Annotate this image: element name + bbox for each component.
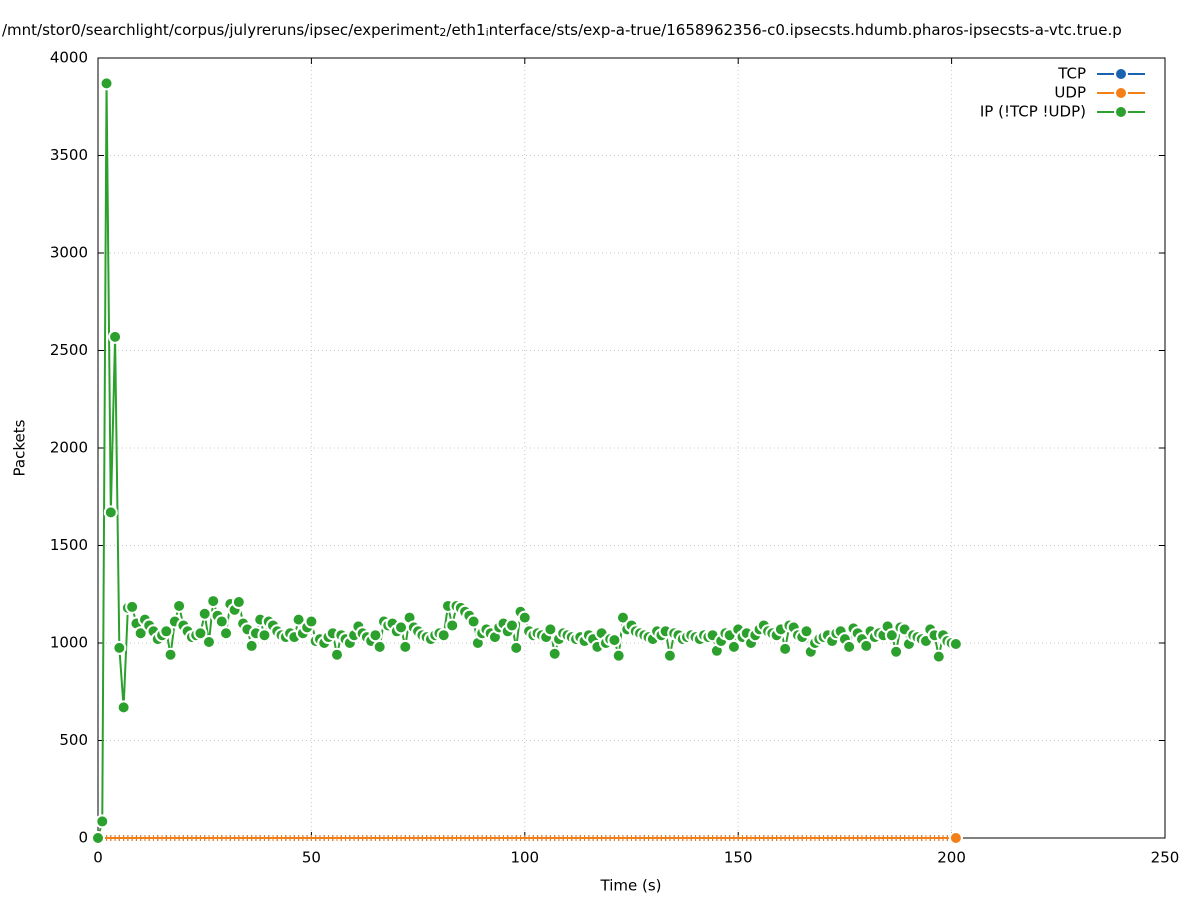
data-point bbox=[257, 628, 272, 643]
data-point bbox=[304, 614, 319, 629]
data-point bbox=[108, 329, 123, 344]
data-point bbox=[91, 831, 105, 845]
data-point bbox=[172, 598, 187, 613]
y-tick-label: 4000 bbox=[50, 49, 88, 67]
y-axis-label: Packets bbox=[11, 419, 29, 476]
data-point bbox=[859, 638, 874, 653]
y-tick-label: 2000 bbox=[50, 439, 88, 457]
y-tick-label: 3000 bbox=[50, 244, 88, 262]
data-point bbox=[726, 639, 741, 654]
data-point bbox=[159, 624, 174, 639]
legend-marker bbox=[1114, 86, 1128, 100]
data-point bbox=[99, 76, 114, 91]
x-tick-label: 0 bbox=[93, 849, 103, 867]
data-point bbox=[931, 649, 946, 664]
data-point bbox=[543, 622, 558, 637]
y-tick-label: 3500 bbox=[50, 146, 88, 164]
title-subscript: i bbox=[486, 26, 489, 39]
data-point bbox=[778, 641, 793, 656]
data-point bbox=[466, 614, 481, 629]
data-point bbox=[116, 700, 131, 715]
data-point bbox=[615, 610, 630, 625]
data-point bbox=[607, 633, 622, 648]
data-point bbox=[517, 610, 532, 625]
data-point bbox=[133, 626, 148, 641]
y-tick-label: 1000 bbox=[50, 634, 88, 652]
legend-marker bbox=[1114, 67, 1128, 81]
data-point bbox=[197, 606, 212, 621]
x-axis-label: Time (s) bbox=[600, 877, 662, 895]
data-point bbox=[436, 628, 451, 643]
y-tick-label: 500 bbox=[59, 731, 88, 749]
data-point bbox=[842, 639, 857, 654]
y-tick-label: 1500 bbox=[50, 536, 88, 554]
data-point bbox=[219, 626, 234, 641]
data-point bbox=[244, 638, 259, 653]
data-point bbox=[547, 646, 562, 661]
data-point bbox=[445, 618, 460, 633]
data-point bbox=[206, 594, 221, 609]
data-point bbox=[193, 626, 208, 641]
y-tick-label: 2500 bbox=[50, 341, 88, 359]
x-tick-label: 250 bbox=[1151, 849, 1180, 867]
title-part: /eth1 bbox=[446, 21, 485, 39]
legend-label: UDP bbox=[1054, 84, 1086, 102]
data-point bbox=[368, 628, 383, 643]
data-point bbox=[504, 618, 519, 633]
chart-title: /mnt/stor0/searchlight/corpus/julyreruns… bbox=[2, 21, 1122, 40]
data-point bbox=[611, 648, 626, 663]
data-point bbox=[372, 639, 387, 654]
data-point bbox=[201, 635, 216, 650]
data-point bbox=[214, 614, 229, 629]
title-part: nterface/sts/exp-a-true/1658962356-c0.ip… bbox=[489, 21, 1122, 39]
x-tick-label: 150 bbox=[724, 849, 753, 867]
data-point bbox=[948, 636, 963, 651]
data-point bbox=[394, 620, 409, 635]
data-point bbox=[291, 612, 306, 627]
x-tick-label: 50 bbox=[302, 849, 321, 867]
data-point bbox=[398, 639, 413, 654]
data-point bbox=[95, 814, 110, 829]
data-point bbox=[103, 505, 118, 520]
series-line bbox=[97, 83, 957, 839]
title-subscript: 2 bbox=[439, 26, 446, 39]
data-point bbox=[163, 647, 178, 662]
y-tick-label: 0 bbox=[78, 829, 88, 847]
data-point bbox=[125, 599, 140, 614]
legend-label: IP (!TCP !UDP) bbox=[980, 103, 1086, 121]
legend-marker bbox=[1114, 105, 1128, 119]
x-tick-label: 100 bbox=[510, 849, 539, 867]
x-tick-label: 200 bbox=[937, 849, 966, 867]
data-point bbox=[662, 648, 677, 663]
data-point bbox=[889, 644, 904, 659]
title-part: /mnt/stor0/searchlight/corpus/julyreruns… bbox=[2, 21, 439, 39]
data-point bbox=[330, 647, 345, 662]
legend-label: TCP bbox=[1057, 65, 1086, 83]
data-point bbox=[509, 640, 524, 655]
data-point bbox=[799, 624, 814, 639]
data-point bbox=[231, 595, 246, 610]
data-point bbox=[948, 831, 963, 845]
data-point bbox=[112, 640, 127, 655]
data-point bbox=[884, 628, 899, 643]
